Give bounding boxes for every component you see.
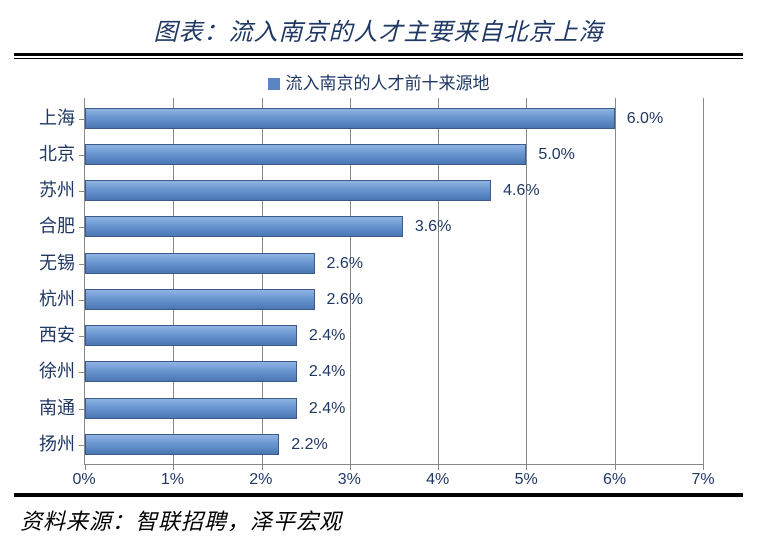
bar (85, 398, 297, 419)
bar-value-label: 2.4% (297, 361, 345, 382)
bar-value-label: 4.6% (491, 180, 539, 201)
bar-row: 2.6% (85, 253, 315, 274)
bar-row: 2.6% (85, 289, 315, 310)
category-label: 上海 (39, 108, 85, 129)
legend-swatch (268, 78, 280, 90)
bar (85, 180, 491, 201)
bar-value-label: 2.6% (315, 253, 363, 274)
category-label: 杭州 (39, 289, 85, 310)
bar-value-label: 2.4% (297, 398, 345, 419)
bar-row: 2.4% (85, 361, 297, 382)
source-text: 资料来源：智联招聘，泽平宏观 (14, 499, 743, 536)
category-label: 南通 (39, 398, 85, 419)
bar (85, 108, 615, 129)
chart-title: 图表：流入南京的人才主要来自北京上海 (14, 8, 743, 53)
category-label: 西安 (39, 325, 85, 346)
x-axis: 0%1%2%3%4%5%6%7% (84, 465, 703, 493)
bar-value-label: 2.4% (297, 325, 345, 346)
bar-value-label: 3.6% (403, 216, 451, 237)
gridline (615, 98, 616, 464)
bar-value-label: 5.0% (526, 144, 574, 165)
bar (85, 325, 297, 346)
category-label: 徐州 (39, 361, 85, 382)
x-tick-label: 0% (72, 471, 95, 489)
x-tick-label: 4% (426, 471, 449, 489)
bar-row: 5.0% (85, 144, 526, 165)
x-tick-label: 3% (338, 471, 361, 489)
gridline (703, 98, 704, 464)
x-tick (703, 464, 704, 470)
rule-thick-bottom (14, 494, 743, 497)
category-label: 无锡 (39, 253, 85, 274)
legend: 流入南京的人才前十来源地 (14, 59, 743, 98)
bar-row: 6.0% (85, 108, 615, 129)
bar (85, 253, 315, 274)
bar-row: 2.4% (85, 398, 297, 419)
bar-row: 2.4% (85, 325, 297, 346)
x-tick-label: 1% (161, 471, 184, 489)
bar-value-label: 2.2% (279, 434, 327, 455)
plot-area: 6.0%上海5.0%北京4.6%苏州3.6%合肥2.6%无锡2.6%杭州2.4%… (84, 98, 703, 465)
bar-row: 2.2% (85, 434, 279, 455)
category-label: 苏州 (39, 180, 85, 201)
x-tick-label: 6% (603, 471, 626, 489)
bar (85, 216, 403, 237)
category-label: 北京 (39, 144, 85, 165)
bar-value-label: 2.6% (315, 289, 363, 310)
bar (85, 361, 297, 382)
x-tick-label: 5% (515, 471, 538, 489)
legend-label: 流入南京的人才前十来源地 (286, 74, 490, 93)
chart-area: 6.0%上海5.0%北京4.6%苏州3.6%合肥2.6%无锡2.6%杭州2.4%… (84, 98, 703, 493)
bar-value-label: 6.0% (615, 108, 663, 129)
bar-row: 3.6% (85, 216, 403, 237)
x-tick-label: 7% (691, 471, 714, 489)
bar (85, 434, 279, 455)
bar-row: 4.6% (85, 180, 491, 201)
rule-thick-top (14, 53, 743, 56)
category-label: 扬州 (39, 434, 85, 455)
bar (85, 144, 526, 165)
x-tick-label: 2% (249, 471, 272, 489)
category-label: 合肥 (39, 216, 85, 237)
bar (85, 289, 315, 310)
